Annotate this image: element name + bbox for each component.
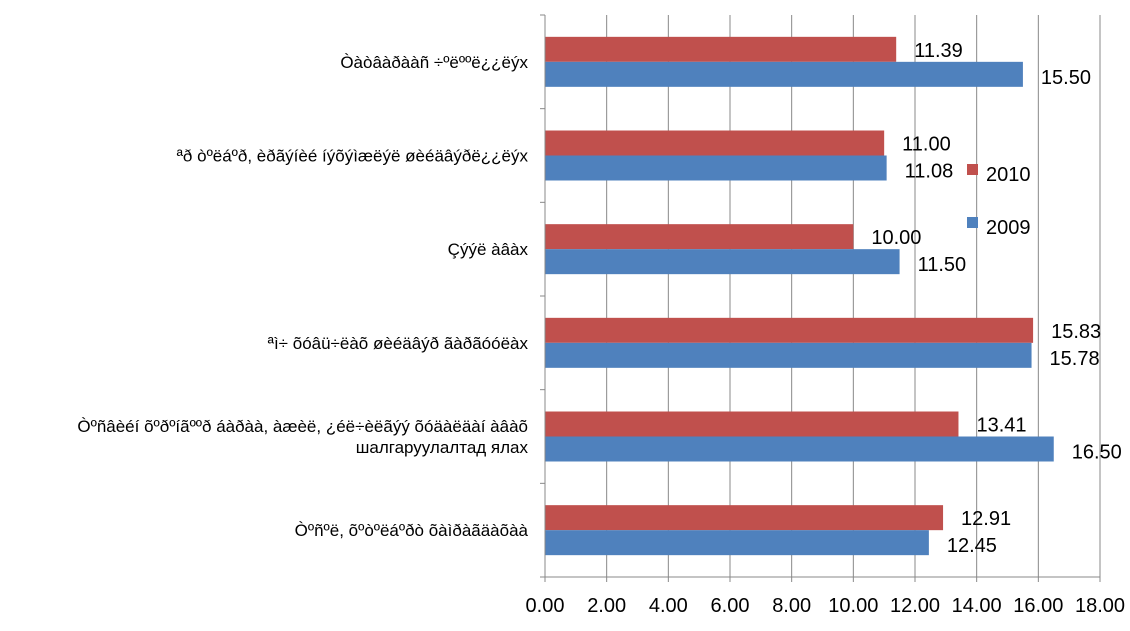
data-label-2009: 15.78 (1050, 348, 1100, 370)
x-tick-label: 18.00 (1075, 595, 1125, 617)
legend-label-2009: 2009 (986, 217, 1031, 239)
x-tick-label: 6.00 (711, 595, 750, 617)
bar-2010 (545, 411, 959, 437)
data-label-2010: 12.91 (961, 508, 1011, 530)
data-label-2010: 11.00 (902, 134, 951, 156)
x-tick-label: 10.00 (828, 595, 878, 617)
category-label: Òºñºë, õºòºëáºðò õàìðàãäàõàà (295, 521, 529, 540)
category-label: Òºñâèéí õºðºíãººð áàðàà, àæèë, ¿éë÷èëãýý… (77, 417, 528, 457)
x-tick-label: 16.00 (1013, 595, 1063, 617)
category-label: Òàòâàðààñ ÷ºëººë¿¿ëýx (340, 53, 528, 72)
x-tick-label: 4.00 (649, 595, 688, 617)
bar-2009 (545, 436, 1054, 462)
x-tick-label: 12.00 (890, 595, 940, 617)
y-axis (540, 14, 1101, 582)
legend: 2010 2009 (967, 164, 1031, 239)
category-label: ªì÷ õóâü÷ëàõ øèéäâýð ãàðãóóëàx (268, 334, 529, 353)
x-tick-label: 14.00 (952, 595, 1002, 617)
data-label-2009: 16.50 (1072, 442, 1122, 464)
data-label-2010: 13.41 (976, 415, 1026, 437)
bar-2010 (545, 317, 1034, 343)
bar-2010 (545, 130, 885, 156)
x-tick-label: 2.00 (587, 595, 626, 617)
category-label: ªð òºëáºð, èðãýíèé íýõýìæëýë øèéäâýðë¿¿ë… (177, 147, 529, 166)
legend-swatch-2009 (967, 217, 978, 228)
bar-2010 (545, 505, 944, 531)
data-labels: 11.39 15.50 11.00 11.08 10.00 11.50 15.83 15.78… (871, 40, 1121, 557)
legend-label-2010: 2010 (986, 164, 1031, 186)
bar-2010 (545, 36, 897, 62)
category-labels: Òàòâàðààñ ÷ºëººë¿¿ëýx ªð òºëáºð, èðãýíèé … (77, 53, 528, 540)
bar-2010 (545, 224, 854, 250)
data-label-2009: 11.50 (918, 254, 967, 276)
x-tick-labels: 0.00 2.00 4.00 6.00 8.00 10.00 12.00 14.00 16.00… (526, 595, 1126, 617)
bars (545, 36, 1054, 556)
data-label-2010: 15.83 (1051, 321, 1101, 343)
data-label-2010: 10.00 (871, 227, 921, 249)
bar-2009 (545, 342, 1032, 368)
bar-2009 (545, 155, 887, 181)
data-label-2009: 11.08 (905, 161, 954, 183)
data-label-2009: 15.50 (1041, 67, 1091, 89)
gridlines (606, 15, 1101, 577)
bar-2009 (545, 530, 929, 556)
data-label-2010: 11.39 (914, 40, 963, 62)
x-tick-label: 8.00 (772, 595, 811, 617)
bar-2009 (545, 249, 900, 275)
legend-swatch-2010 (967, 164, 978, 175)
bar-2009 (545, 61, 1023, 87)
data-label-2009: 12.45 (947, 535, 997, 557)
x-tick-label: 0.00 (526, 595, 565, 617)
category-label: Çýýë àâàx (448, 240, 529, 259)
